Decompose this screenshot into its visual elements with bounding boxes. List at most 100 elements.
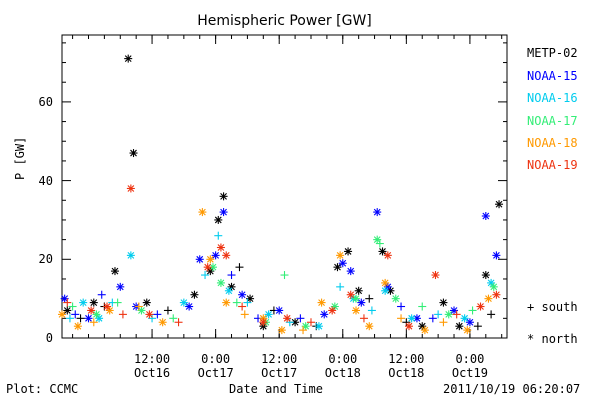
data-point <box>487 310 496 319</box>
data-point <box>219 208 228 217</box>
data-point <box>203 263 212 272</box>
data-point <box>110 267 119 276</box>
data-point <box>367 306 376 315</box>
data-point <box>216 278 225 287</box>
data-point <box>87 306 96 315</box>
data-point <box>381 286 390 295</box>
legend-item-noaa18: NOAA-18 <box>527 136 578 150</box>
data-point <box>492 251 501 260</box>
data-point <box>397 314 406 323</box>
data-point <box>264 310 273 319</box>
data-point <box>134 302 143 311</box>
data-point <box>344 247 353 256</box>
data-point <box>65 314 74 323</box>
chart-title: Hemispheric Power [GW] <box>197 13 372 29</box>
data-point <box>336 282 345 291</box>
data-point <box>434 310 443 319</box>
data-point <box>238 302 247 311</box>
data-point <box>174 318 183 327</box>
data-point <box>76 314 85 323</box>
data-point <box>330 302 339 311</box>
data-point <box>404 322 413 331</box>
y-axis-label: P [GW] <box>13 136 27 180</box>
data-point <box>317 298 326 307</box>
data-point <box>97 290 106 299</box>
data-point <box>333 263 342 272</box>
data-point <box>126 184 135 193</box>
data-point <box>227 271 236 280</box>
data-point <box>375 239 384 248</box>
data-points <box>58 54 504 335</box>
data-point <box>142 298 151 307</box>
data-point <box>397 302 406 311</box>
data-point <box>63 306 72 315</box>
x-tick-label-time: 0:00 <box>455 352 485 366</box>
data-point <box>232 298 241 307</box>
data-point <box>481 271 490 280</box>
marker-legend-south-label: south <box>541 300 578 314</box>
x-tick-label-date: Oct17 <box>197 366 234 380</box>
data-point <box>365 322 374 331</box>
data-point <box>352 294 361 303</box>
marker-legend-north-symbol: * <box>527 332 535 346</box>
data-point <box>381 278 390 287</box>
data-point <box>373 235 382 244</box>
x-tick-label-date: Oct16 <box>133 366 171 380</box>
data-point <box>238 290 247 299</box>
data-point <box>179 298 188 307</box>
data-point <box>158 318 167 327</box>
marker-legend-north-label: north <box>541 332 578 346</box>
marker-legend-south: + south <box>527 300 578 314</box>
data-point <box>481 212 490 221</box>
data-point <box>346 267 355 276</box>
x-tick-label-time: 12:00 <box>261 352 298 366</box>
data-point <box>259 318 268 327</box>
data-point <box>224 286 233 295</box>
marker-legend-south-symbol: + <box>527 300 535 314</box>
data-point <box>126 251 135 260</box>
data-point <box>365 294 374 303</box>
x-tick-label-time: 0:00 <box>201 352 231 366</box>
legend-item-noaa19: NOAA-19 <box>527 158 578 172</box>
data-point <box>476 302 485 311</box>
data-point <box>222 298 231 307</box>
data-point <box>211 251 220 260</box>
data-point <box>71 310 80 319</box>
data-point <box>240 310 249 319</box>
data-point <box>201 271 210 280</box>
y-tick-label: 40 <box>38 173 53 188</box>
data-point <box>103 302 112 311</box>
data-point <box>465 318 474 327</box>
data-point <box>383 251 392 260</box>
data-point <box>145 310 154 319</box>
data-point <box>58 310 66 319</box>
data-point <box>195 255 204 264</box>
data-point <box>92 310 101 319</box>
data-point <box>452 310 461 319</box>
data-point <box>235 263 244 272</box>
data-point <box>116 282 125 291</box>
data-point <box>89 318 98 327</box>
data-point <box>378 247 387 256</box>
legend-item-noaa16: NOAA-16 <box>527 91 578 105</box>
legend-item-metp02: METP-02 <box>527 46 578 60</box>
data-point <box>118 310 127 319</box>
data-point <box>431 271 440 280</box>
data-point <box>428 314 437 323</box>
data-point <box>73 322 82 331</box>
data-point <box>169 314 178 323</box>
data-point <box>495 200 504 209</box>
data-point <box>420 326 429 335</box>
data-point <box>275 306 284 315</box>
data-point <box>216 243 225 252</box>
data-point <box>185 302 194 311</box>
data-point <box>163 306 172 315</box>
data-point <box>439 298 448 307</box>
data-point <box>418 302 427 311</box>
y-tick-label: 60 <box>38 94 53 109</box>
data-point <box>338 259 347 268</box>
data-point <box>407 314 416 323</box>
data-point <box>63 298 72 307</box>
data-point <box>190 290 199 299</box>
